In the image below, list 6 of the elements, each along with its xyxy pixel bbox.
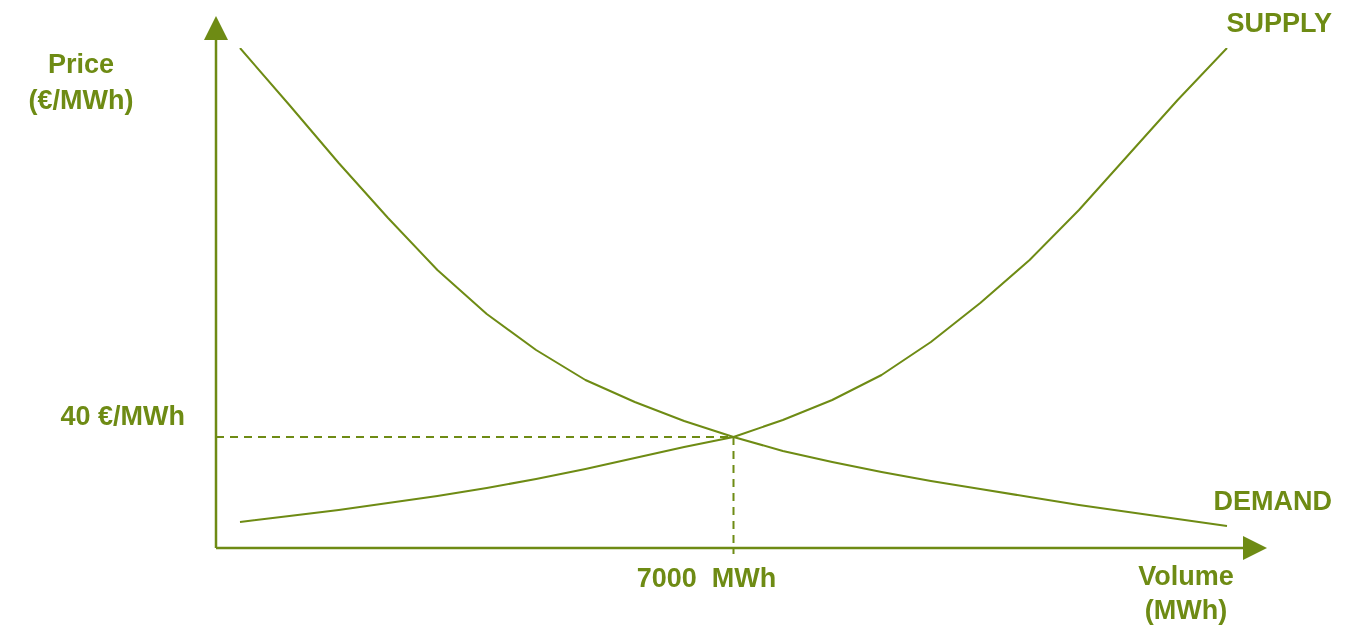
y-axis-title: Price (€/MWh)	[28, 48, 134, 115]
text: 7000 MWh	[636, 562, 777, 593]
x-axis-title: Volume (MWh)	[1138, 560, 1234, 625]
ref-line-label: 40 €/MWh	[60, 400, 185, 431]
series-label: SUPPLY	[1226, 7, 1332, 38]
series-label: DEMAND	[1213, 485, 1332, 516]
